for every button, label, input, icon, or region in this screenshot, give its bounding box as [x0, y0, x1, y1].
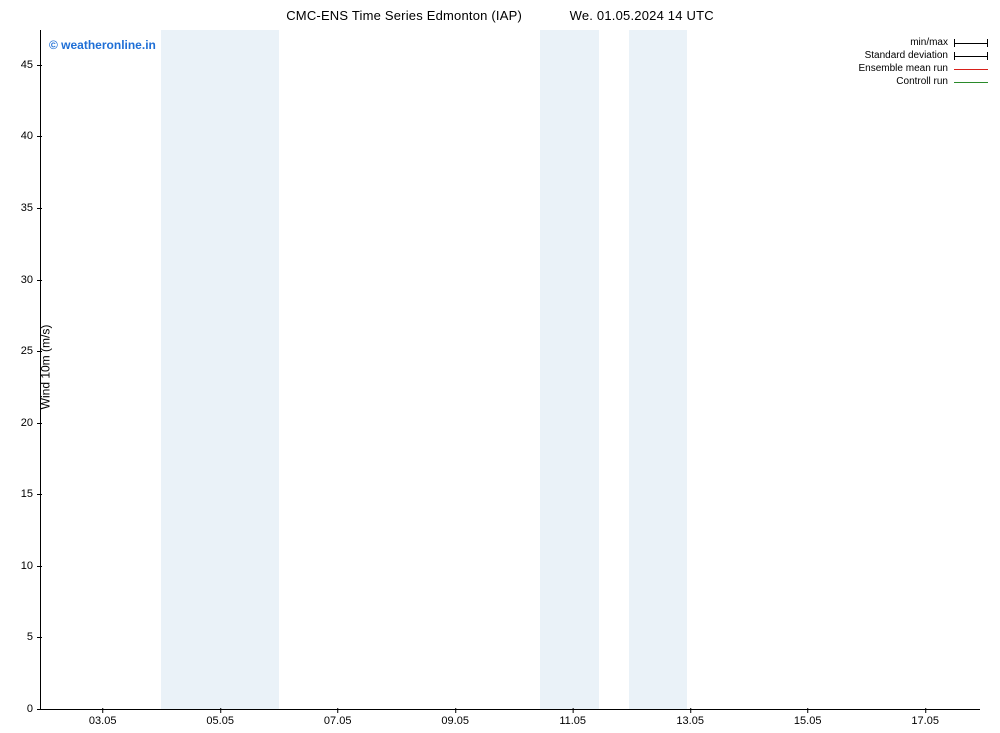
title-left: CMC-ENS Time Series Edmonton (IAP): [286, 8, 522, 23]
title-right: We. 01.05.2024 14 UTC: [570, 8, 714, 23]
x-tick: 11.05: [559, 709, 586, 727]
chart-title: CMC-ENS Time Series Edmonton (IAP) We. 0…: [0, 8, 1000, 23]
y-tick: 10: [21, 560, 41, 572]
legend-swatch: [954, 38, 988, 48]
y-tick: 0: [27, 703, 41, 715]
legend-swatch: [954, 77, 988, 87]
y-tick: 35: [21, 202, 41, 214]
shaded-band: [629, 30, 688, 709]
x-tick: 17.05: [911, 709, 939, 727]
legend-label: Standard deviation: [865, 50, 948, 61]
y-tick: 30: [21, 274, 41, 286]
legend-swatch: [954, 64, 988, 74]
legend-swatch: [954, 51, 988, 61]
y-tick: 20: [21, 417, 41, 429]
y-tick: 45: [21, 59, 41, 71]
legend-item: Standard deviation: [859, 49, 989, 62]
x-tick: 07.05: [324, 709, 352, 727]
legend: min/max Standard deviation Ensemble mean r…: [859, 36, 989, 88]
shaded-band: [161, 30, 279, 709]
legend-item: min/max: [859, 36, 989, 49]
legend-item: Ensemble mean run: [859, 62, 989, 75]
y-tick: 15: [21, 488, 41, 500]
legend-item: Controll run: [859, 75, 989, 88]
x-tick: 09.05: [441, 709, 469, 727]
legend-label: min/max: [910, 37, 948, 48]
x-tick: 03.05: [89, 709, 117, 727]
y-tick: 25: [21, 345, 41, 357]
watermark-text: © weatheronline.in: [49, 38, 156, 52]
x-tick: 15.05: [794, 709, 822, 727]
shaded-band: [540, 30, 599, 709]
y-tick: 5: [27, 631, 41, 643]
y-tick: 40: [21, 130, 41, 142]
watermark-link[interactable]: © weatheronline.in: [49, 38, 156, 52]
plot-area: © weatheronline.in 05101520253035404503.…: [40, 30, 980, 710]
x-tick: 13.05: [676, 709, 704, 727]
legend-label: Controll run: [896, 76, 948, 87]
legend-label: Ensemble mean run: [859, 63, 949, 74]
x-tick: 05.05: [206, 709, 234, 727]
